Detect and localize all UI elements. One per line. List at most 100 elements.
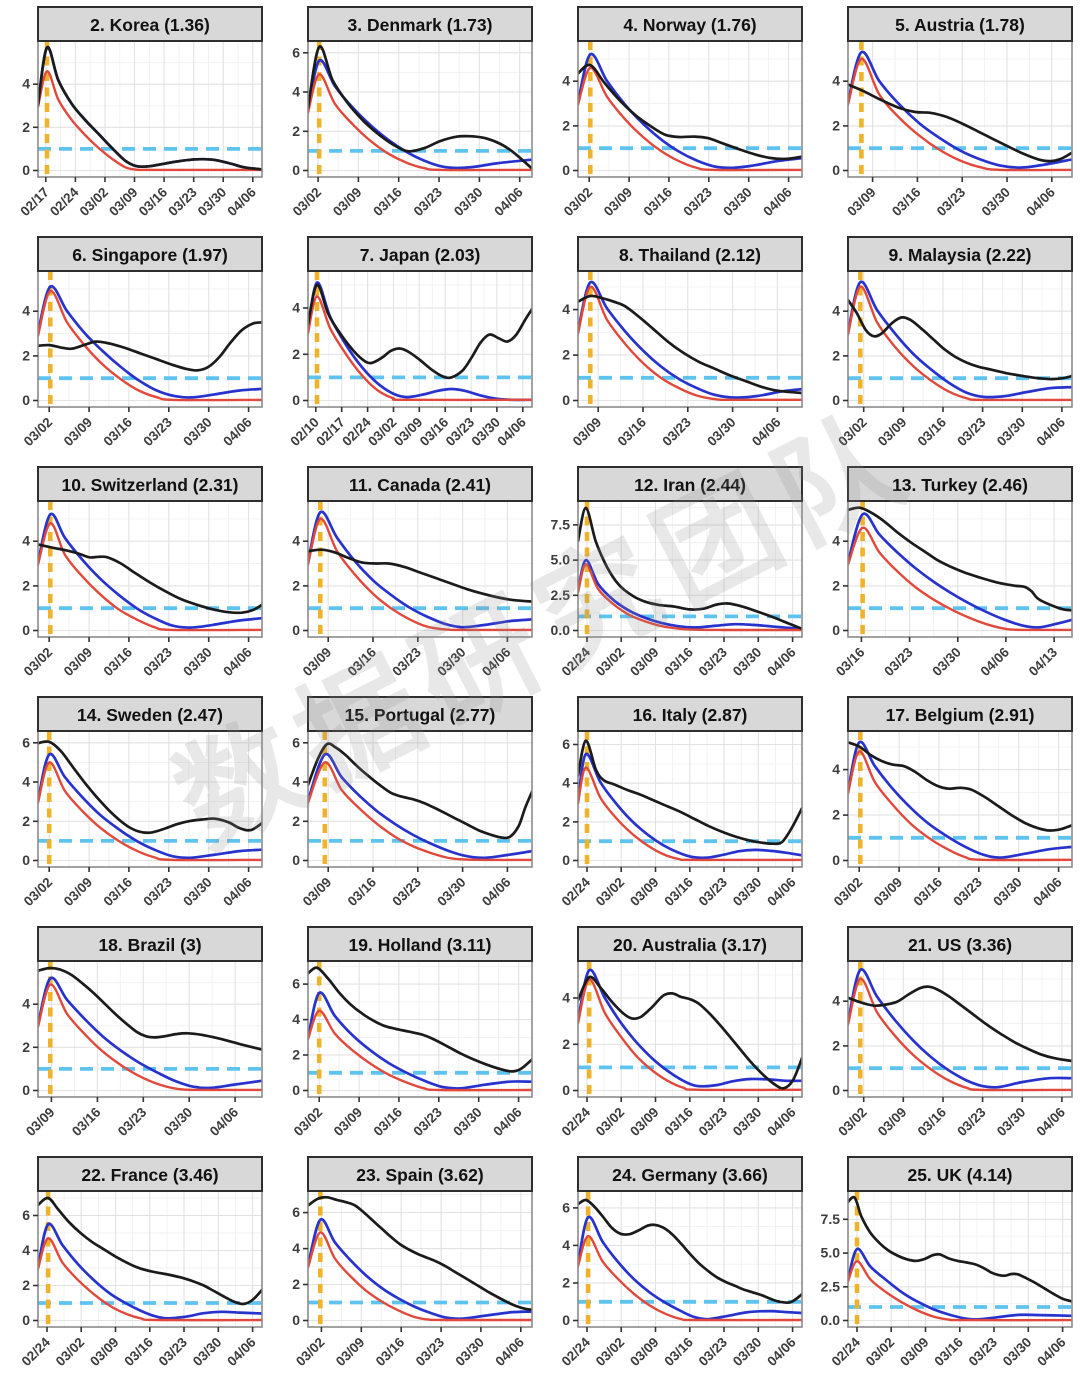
y-tick-label: 4	[562, 73, 570, 89]
chart-panel-germany: 02/24 03/02 03/09 03/16 03/23 03/30 04/06 0 2 4 6 2…	[559, 1156, 803, 1369]
x-tick-label: 02/17	[17, 185, 52, 220]
panel-title-strip	[307, 236, 533, 272]
panel-title: 13. Turkey (2.46)	[892, 475, 1028, 495]
panel-title-strip	[37, 466, 263, 502]
blue-series-line	[848, 1247, 1072, 1321]
y-tick-label: 2	[832, 577, 840, 593]
x-tick-label: 03/30	[195, 185, 230, 220]
plot-background	[38, 41, 262, 177]
x-tick-label: 03/30	[929, 645, 964, 680]
x-tick-label: 03/30	[469, 415, 504, 450]
x-tick-label: 03/09	[61, 415, 96, 450]
x-tick-label: 03/23	[696, 1104, 731, 1139]
red-series-line	[848, 57, 1072, 172]
x-tick-label: 04/06	[764, 1334, 799, 1369]
x-tick-label: 03/09	[897, 1335, 932, 1370]
y-tick-label: 7.5	[821, 1211, 841, 1227]
panel-title: 9. Malaysia (2.22)	[889, 245, 1032, 265]
x-tick-label: 03/09	[300, 645, 335, 680]
y-tick-label: 6	[562, 1199, 570, 1215]
panel-title-strip	[37, 1156, 263, 1192]
chart-panel-denmark: 03/02 03/09 03/16 03/23 03/30 04/06 0 2 4 6 3. Den…	[290, 6, 533, 220]
black-series-line	[308, 966, 532, 1073]
axis-ticks	[843, 310, 1063, 412]
x-tick-label: 03/09	[61, 875, 96, 910]
x-tick-label: 03/23	[966, 1334, 1001, 1369]
x-tick-label: 03/02	[21, 645, 56, 680]
axis-ticks	[843, 1000, 1063, 1102]
x-tick-label: 03/23	[410, 1104, 445, 1139]
y-tick-label: 0	[832, 852, 840, 868]
chart-lines	[308, 731, 532, 867]
x-tick-label: 03/02	[291, 1105, 326, 1140]
black-series-line	[308, 742, 532, 840]
panel-title: 16. Italy (2.87)	[633, 705, 748, 725]
x-tick-label: 04/06	[1034, 414, 1069, 449]
black-series-line	[848, 83, 1072, 163]
panel-title: 20. Australia (3.17)	[613, 935, 767, 955]
plot-background	[848, 271, 1072, 407]
chart-lines	[38, 271, 262, 407]
black-series-line	[308, 1195, 532, 1312]
panel-title-strip	[577, 236, 803, 272]
y-tick-label: 6	[562, 736, 570, 752]
panel-title-strip	[307, 466, 533, 502]
red-series-line	[38, 761, 262, 862]
x-tick-label: 03/30	[730, 875, 765, 910]
y-tick-label: 2	[832, 347, 840, 363]
panel-title-strip	[847, 926, 1073, 962]
x-tick-label: 03/02	[290, 185, 325, 220]
y-tick-label: 4	[292, 300, 300, 316]
red-series-line	[308, 1231, 532, 1322]
x-tick-label: 03/23	[411, 184, 446, 219]
y-tick-label: 2	[22, 577, 30, 593]
y-tick-label: 0	[22, 622, 30, 638]
x-tick-label: 03/16	[136, 184, 171, 219]
gridlines	[848, 501, 1072, 637]
blue-series-line	[308, 1218, 532, 1321]
y-tick-label: 0	[22, 1312, 30, 1328]
blue-series-line	[578, 968, 802, 1088]
x-tick-label: 04/06	[1034, 1334, 1069, 1369]
axis-ticks	[573, 743, 794, 872]
x-tick-label: 03/23	[140, 644, 175, 679]
panel-title: 18. Brazil (3)	[98, 935, 201, 955]
red-series-line	[38, 69, 262, 172]
y-tick-label: 4	[22, 774, 30, 790]
x-tick-label: 03/16	[101, 414, 136, 449]
x-tick-label: 03/02	[593, 875, 628, 910]
panel-title: 14. Sweden (2.47)	[77, 705, 223, 725]
x-tick-label: 03/23	[140, 874, 175, 909]
x-tick-label: 03/09	[875, 415, 910, 450]
red-series-line	[578, 766, 802, 862]
y-tick-label: 4	[832, 73, 840, 89]
black-series-line	[38, 45, 262, 171]
x-tick-label: 03/30	[180, 645, 215, 680]
x-tick-label: 04/06	[764, 874, 799, 909]
panel-title-strip	[37, 696, 263, 732]
y-tick-label: 6	[292, 44, 300, 60]
x-tick-label: 02/24	[19, 1334, 54, 1369]
x-tick-label: 04/06	[764, 644, 799, 679]
black-series-line	[848, 1195, 1072, 1303]
x-tick-label: 03/16	[121, 1334, 156, 1369]
x-tick-label: 03/09	[333, 1335, 368, 1370]
axis-ticks	[573, 308, 779, 412]
panel-title: 23. Spain (3.62)	[356, 1165, 483, 1185]
chart-panel-australia: 02/24 03/02 03/09 03/16 03/23 03/30 04/06 0 2 4 20…	[559, 926, 803, 1139]
x-tick-label: 03/09	[61, 645, 96, 680]
black-series-line	[848, 741, 1072, 832]
x-tick-label: 03/09	[844, 185, 879, 220]
panel-title-strip	[577, 466, 803, 502]
red-series-line	[308, 761, 532, 862]
plot-background	[308, 41, 532, 177]
panel-title-strip	[307, 926, 533, 962]
x-tick-label: 03/02	[21, 415, 56, 450]
y-tick-label: 0	[562, 1312, 570, 1328]
y-tick-label: 2	[562, 813, 570, 829]
x-tick-label: 03/30	[994, 1105, 1029, 1140]
y-tick-label: 2	[562, 347, 570, 363]
x-tick-label: 03/23	[696, 1334, 731, 1369]
y-tick-label: 2	[292, 577, 300, 593]
